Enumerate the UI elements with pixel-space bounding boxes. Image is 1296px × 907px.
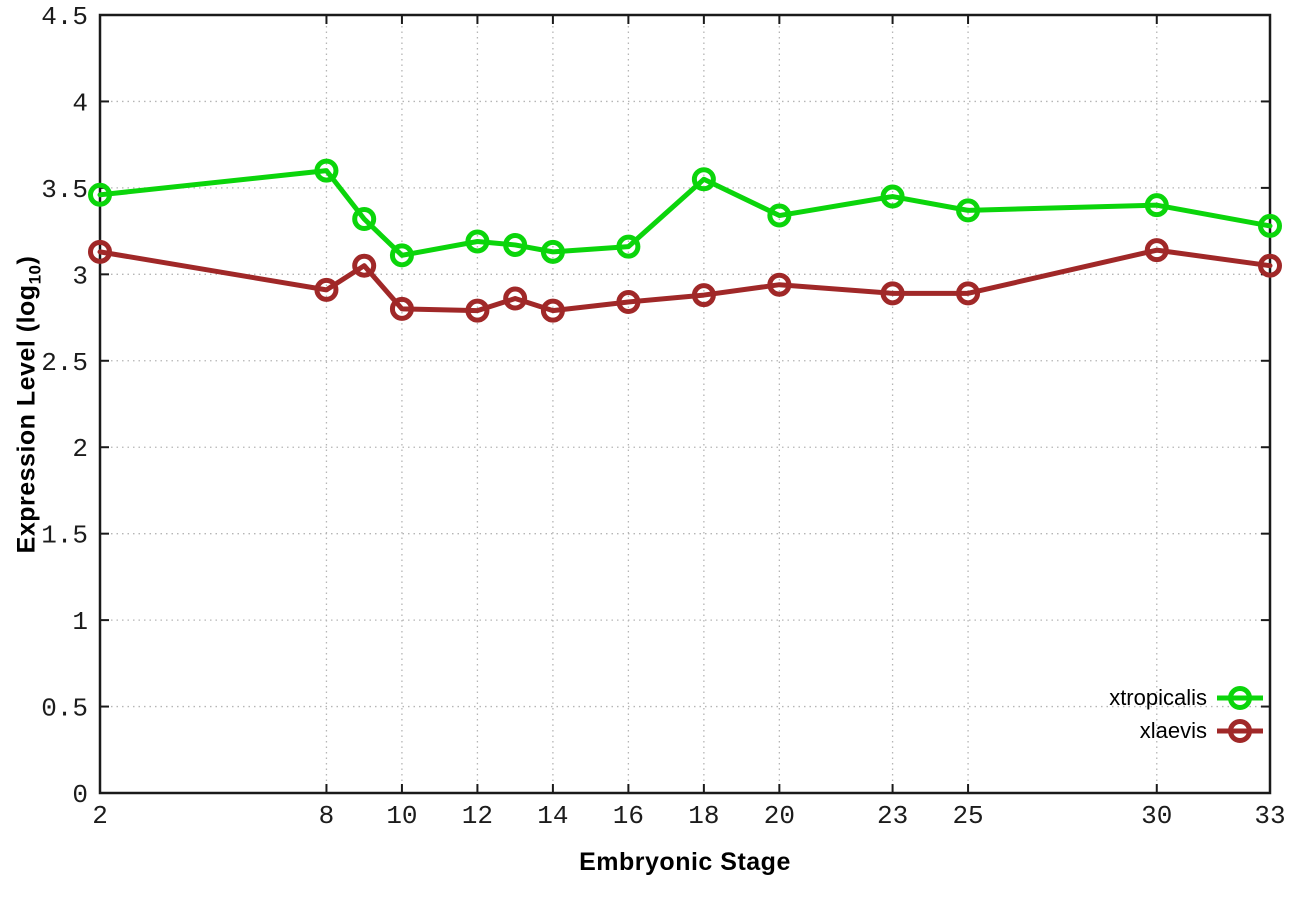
plot-border	[98, 13, 1272, 795]
data-point-xtropicalis	[616, 234, 641, 259]
x-tick-label: 12	[462, 801, 493, 831]
data-point-xlaevis	[956, 281, 981, 306]
legend-label-xlaevis: xlaevis	[1139, 718, 1207, 743]
y-tick-label: 4.5	[41, 2, 88, 32]
y-tick-label: 3	[72, 261, 88, 291]
data-point-xlaevis	[1144, 238, 1169, 263]
data-point-xtropicalis	[1258, 213, 1282, 238]
x-tick-label: 14	[537, 801, 568, 831]
data-point-xtropicalis	[540, 239, 565, 264]
data-point-xtropicalis	[503, 232, 528, 257]
x-tick-label: 2	[92, 801, 108, 831]
x-tick-label: 10	[386, 801, 417, 831]
series-line-xlaevis	[97, 247, 1273, 314]
y-tick-label: 1.5	[41, 521, 88, 551]
x-tick-label: 30	[1141, 801, 1172, 831]
data-point-xlaevis	[540, 298, 565, 323]
data-point-xlaevis	[503, 286, 528, 311]
legend: xtropicalis xlaevis	[1109, 684, 1264, 745]
data-point-xtropicalis	[314, 158, 339, 183]
data-point-xtropicalis	[1144, 193, 1169, 218]
legend-label-xtropicalis: xtropicalis	[1109, 685, 1207, 710]
y-tick-label: 2.5	[41, 348, 88, 378]
data-point-xlaevis	[465, 298, 490, 323]
y-tick-label: 1	[72, 607, 88, 637]
x-tick-label: 25	[952, 801, 983, 831]
data-point-xtropicalis	[352, 207, 377, 232]
y-tick-label: 0	[72, 780, 88, 810]
y-tick-label: 3.5	[41, 175, 88, 205]
data-point-xtropicalis	[88, 182, 112, 207]
data-point-xtropicalis	[465, 229, 490, 254]
data-point-xlaevis	[616, 289, 641, 314]
data-point-xlaevis	[352, 253, 377, 278]
data-point-xlaevis	[389, 296, 414, 321]
data-point-xtropicalis	[767, 203, 792, 228]
data-point-xlaevis	[314, 277, 339, 302]
x-tick-label: 18	[688, 801, 719, 831]
data-point-xtropicalis	[880, 184, 905, 209]
series-line-xtropicalis	[97, 168, 1273, 258]
data-point-xlaevis	[880, 281, 905, 306]
data-point-xlaevis	[691, 283, 716, 308]
legend-item-xtropicalis: xtropicalis	[1109, 684, 1264, 712]
data-point-xtropicalis	[389, 243, 414, 268]
x-axis-title: Embryonic Stage	[579, 848, 791, 876]
data-point-xtropicalis	[691, 167, 716, 192]
data-point-xtropicalis	[956, 198, 981, 223]
y-tick-label: 4	[72, 88, 88, 118]
data-point-xlaevis	[767, 272, 792, 297]
data-point-xlaevis	[1258, 253, 1282, 278]
x-tick-label: 23	[877, 801, 908, 831]
x-tick-label: 20	[764, 801, 795, 831]
data-point-xlaevis	[88, 239, 112, 264]
legend-sample-xlaevis	[1217, 719, 1263, 743]
x-tick-label: 8	[319, 801, 335, 831]
x-tick-label: 33	[1254, 801, 1285, 831]
y-tick-label: 0.5	[41, 694, 88, 724]
legend-marker-icon	[1228, 719, 1252, 743]
y-tick-label: 2	[72, 434, 88, 464]
legend-sample-xtropicalis	[1217, 686, 1263, 710]
legend-item-xlaevis: xlaevis	[1140, 717, 1264, 745]
x-tick-label: 16	[613, 801, 644, 831]
legend-marker-icon	[1228, 686, 1252, 710]
